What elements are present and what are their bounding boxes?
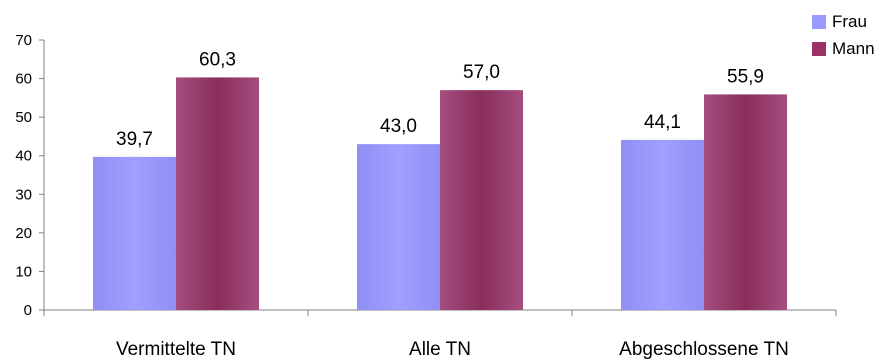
y-tick-label-50: 50 <box>15 109 32 126</box>
y-tick-label-20: 20 <box>15 225 32 242</box>
bar-frau-abgeschlossene-tn <box>621 139 704 310</box>
legend-item-frau: Frau <box>812 8 875 35</box>
value-label-frau-abgeschlossene-tn: 44,1 <box>644 112 681 133</box>
value-label-mann-abgeschlossene-tn: 55,9 <box>727 66 764 87</box>
value-label-frau-vermittelte-tn: 39,7 <box>116 129 153 150</box>
bar-mann-vermittelte-tn <box>176 77 259 311</box>
bar-frau-alle-tn <box>357 144 440 310</box>
bar-frau-vermittelte-tn <box>93 156 176 310</box>
y-tick-label-60: 60 <box>15 71 32 88</box>
value-label-frau-alle-tn: 43,0 <box>380 116 417 137</box>
y-tick-label-30: 30 <box>15 186 32 203</box>
legend: Frau Mann <box>812 8 875 62</box>
bar-mann-abgeschlossene-tn <box>704 94 787 310</box>
y-tick-label-10: 10 <box>15 263 32 280</box>
y-tick-label-70: 70 <box>15 32 32 49</box>
y-tick-label-0: 0 <box>24 302 32 319</box>
x-category-label-vermittelte-tn: Vermittelte TN <box>116 339 236 360</box>
legend-item-mann: Mann <box>812 35 875 62</box>
bar-mann-alle-tn <box>440 90 523 311</box>
y-tick-label-40: 40 <box>15 148 32 165</box>
legend-swatch-mann <box>812 41 826 56</box>
labels: Vermittelte TN Alle TN Abgeschlossene TN 39… <box>116 49 789 360</box>
legend-label-frau: Frau <box>832 11 867 31</box>
x-category-label-alle-tn: Alle TN <box>409 339 471 360</box>
bars <box>93 77 787 311</box>
value-label-mann-alle-tn: 57,0 <box>463 62 500 83</box>
value-label-mann-vermittelte-tn: 60,3 <box>199 49 236 70</box>
x-category-label-abgeschlossene-tn: Abgeschlossene TN <box>619 339 789 360</box>
legend-label-mann: Mann <box>832 38 875 58</box>
legend-swatch-frau <box>812 14 826 29</box>
